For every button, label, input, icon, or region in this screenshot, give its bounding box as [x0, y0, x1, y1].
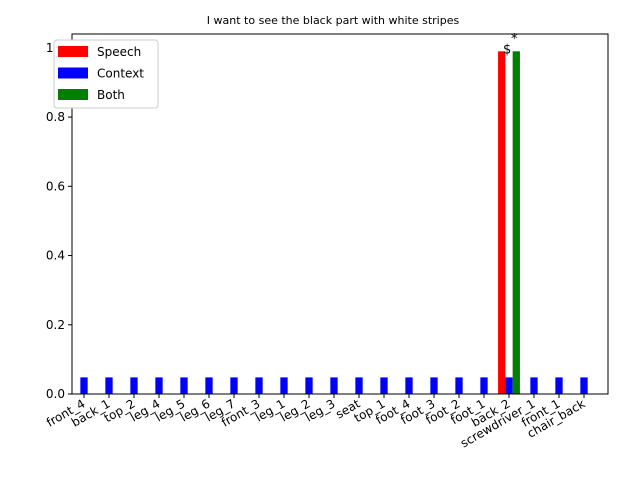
bar-context-seat — [355, 377, 363, 394]
bar-context-back_1 — [105, 377, 113, 394]
bar-context-front_1 — [555, 377, 563, 394]
bar-context-foot_3 — [430, 377, 438, 394]
annotations-layer: $* — [503, 32, 518, 57]
bar-context-leg_7 — [230, 377, 238, 394]
bar-context-leg_6 — [205, 377, 213, 394]
bar-context-screwdriver_1 — [530, 377, 538, 394]
bar-context-chair_back — [580, 377, 588, 394]
bar-context-foot_2 — [455, 377, 463, 394]
bar-both-back_2 — [512, 51, 520, 395]
bar-speech-back_2 — [498, 51, 506, 395]
legend-swatch-both — [58, 89, 88, 100]
bar-context-top_2 — [130, 377, 138, 394]
bar-context-leg_1 — [280, 377, 288, 394]
chart-title: I want to see the black part with white … — [207, 14, 460, 27]
bar-annotation: $ — [503, 42, 511, 57]
bar-annotation: * — [511, 32, 518, 47]
bar-context-front_3 — [255, 377, 263, 394]
bar-context-top_1 — [380, 377, 388, 394]
legend-label-speech: Speech — [97, 45, 141, 59]
bar-context-foot_1 — [480, 377, 488, 394]
bars-layer — [80, 51, 588, 395]
bar-context-back_2 — [505, 377, 513, 394]
plot-frame — [71, 33, 609, 395]
x-tick-label: leg_3 — [303, 396, 338, 424]
y-tick-label: 0.0 — [46, 387, 65, 401]
bar-context-front_4 — [80, 377, 88, 394]
y-tick-label: 0.4 — [46, 249, 65, 263]
legend-swatch-speech — [58, 46, 88, 57]
legend-label-both: Both — [97, 88, 125, 102]
bar-context-leg_3 — [330, 377, 338, 394]
bar-context-foot_4 — [405, 377, 413, 394]
legend-swatch-context — [58, 67, 88, 79]
x-axis: front_4back_1top_2leg_4leg_5leg_6leg_7fr… — [44, 394, 588, 450]
bar-context-leg_5 — [180, 377, 188, 394]
bar-context-leg_4 — [155, 377, 163, 394]
bar-context-leg_2 — [305, 377, 313, 394]
legend: Speech Context Both — [53, 39, 159, 109]
y-tick-label: 0.6 — [46, 179, 65, 193]
y-tick-label: 0.8 — [46, 110, 65, 124]
y-tick-label: 0.2 — [46, 318, 65, 332]
legend-label-context: Context — [97, 67, 144, 81]
